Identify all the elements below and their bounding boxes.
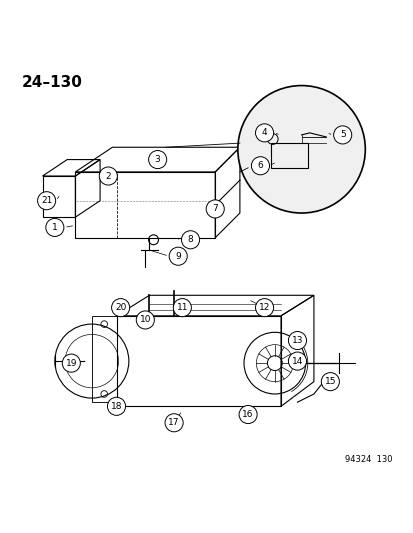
Text: 2: 2	[105, 172, 111, 181]
Text: 20: 20	[115, 303, 126, 312]
Circle shape	[38, 192, 55, 210]
Text: 21: 21	[41, 196, 52, 205]
Text: 16: 16	[242, 410, 253, 419]
Text: 17: 17	[168, 418, 179, 427]
Text: 94324  130: 94324 130	[344, 455, 391, 464]
Circle shape	[206, 200, 224, 218]
Text: 12: 12	[258, 303, 270, 312]
Circle shape	[255, 298, 273, 317]
Circle shape	[169, 247, 187, 265]
Circle shape	[288, 332, 306, 350]
Circle shape	[255, 124, 273, 142]
Text: 4: 4	[261, 128, 267, 138]
Circle shape	[238, 406, 256, 424]
Circle shape	[173, 298, 191, 317]
Text: 15: 15	[324, 377, 335, 386]
Circle shape	[99, 167, 117, 185]
Text: 5: 5	[339, 131, 345, 140]
Text: 8: 8	[187, 235, 193, 244]
Text: 9: 9	[175, 252, 180, 261]
Circle shape	[251, 157, 269, 175]
Text: 24–130: 24–130	[22, 75, 83, 90]
Circle shape	[237, 86, 364, 213]
Circle shape	[112, 298, 129, 317]
Circle shape	[165, 414, 183, 432]
Text: 6: 6	[257, 161, 263, 170]
Circle shape	[181, 231, 199, 249]
Text: 1: 1	[52, 223, 57, 232]
Circle shape	[107, 397, 125, 415]
Circle shape	[136, 311, 154, 329]
Text: 19: 19	[65, 359, 77, 368]
Text: 10: 10	[139, 316, 151, 325]
Text: 11: 11	[176, 303, 188, 312]
Circle shape	[62, 354, 80, 372]
Text: 14: 14	[291, 357, 302, 366]
Text: 13: 13	[291, 336, 302, 345]
Text: 18: 18	[111, 402, 122, 411]
Circle shape	[320, 373, 339, 391]
Text: 7: 7	[212, 205, 218, 213]
Circle shape	[148, 150, 166, 168]
Circle shape	[46, 219, 64, 237]
Circle shape	[288, 352, 306, 370]
Circle shape	[333, 126, 351, 144]
Text: 3: 3	[154, 155, 160, 164]
